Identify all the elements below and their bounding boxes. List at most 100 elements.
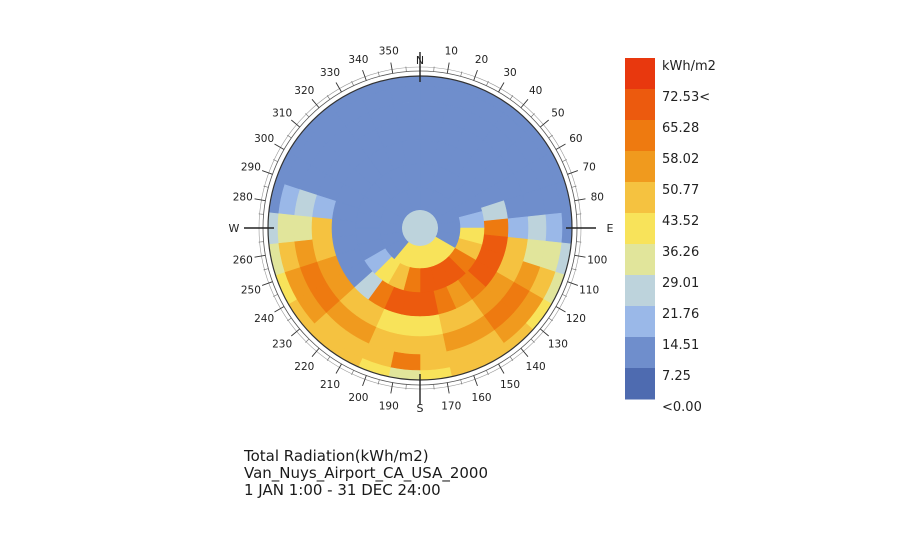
azimuth-tick xyxy=(520,99,529,109)
azimuth-label: 340 xyxy=(348,54,368,66)
minor-tick xyxy=(305,113,310,118)
azimuth-label: 220 xyxy=(294,361,314,373)
minor-tick xyxy=(509,356,514,361)
minor-tick xyxy=(509,95,514,100)
azimuth-label: 290 xyxy=(241,161,261,173)
azimuth-tick xyxy=(362,69,367,81)
azimuth-label: 150 xyxy=(500,379,520,391)
legend: kWh/m2 72.53< 65.28 58.02 50.77 43.52 36.26 29.… xyxy=(625,58,716,415)
azimuth-label: 80 xyxy=(591,192,604,204)
minor-tick xyxy=(460,379,463,385)
minor-tick xyxy=(530,338,535,343)
minor-tick xyxy=(460,71,463,77)
minor-tick xyxy=(326,356,331,361)
azimuth-label: 130 xyxy=(548,339,568,351)
azimuth-tick xyxy=(520,347,529,357)
azimuth-label: 200 xyxy=(348,392,368,404)
azimuth-tick xyxy=(335,363,342,374)
compass-ticks xyxy=(244,52,596,404)
minor-tick xyxy=(263,185,269,188)
minor-tick xyxy=(263,268,269,271)
chart-location: Van_Nuys_Airport_CA_USA_2000 xyxy=(244,464,489,482)
legend-label: 36.26 xyxy=(662,245,699,260)
azimuth-label: 280 xyxy=(233,192,253,204)
azimuth-label: 250 xyxy=(241,285,261,297)
chart-period: 1 JAN 1:00 - 31 DEC 24:00 xyxy=(244,481,441,499)
azimuth-tick xyxy=(574,198,586,202)
legend-swatch xyxy=(625,213,655,245)
minor-tick xyxy=(562,294,567,297)
azimuth-tick xyxy=(539,328,549,337)
azimuth-tick xyxy=(311,99,320,109)
minor-tick xyxy=(351,370,354,375)
sky-patch xyxy=(311,216,333,240)
azimuth-label: 70 xyxy=(582,161,595,173)
sky-patch xyxy=(397,119,421,143)
minor-tick xyxy=(351,81,354,86)
azimuth-tick xyxy=(311,347,320,357)
azimuth-label: 160 xyxy=(472,392,492,404)
azimuth-tick xyxy=(291,328,301,337)
minor-tick xyxy=(486,81,489,86)
legend-label: 21.76 xyxy=(662,307,699,322)
azimuth-tick xyxy=(574,254,586,258)
azimuth-tick xyxy=(335,82,342,93)
azimuth-tick xyxy=(498,82,505,93)
azimuth-tick xyxy=(446,62,450,74)
azimuth-tick xyxy=(567,170,579,175)
azimuth-tick xyxy=(446,382,450,394)
azimuth-label: 230 xyxy=(272,339,292,351)
minor-tick xyxy=(571,185,577,188)
sky-patches xyxy=(267,75,573,381)
minor-tick xyxy=(273,159,278,162)
sky-patch xyxy=(483,218,509,238)
legend-swatch xyxy=(625,275,655,307)
sky-patch xyxy=(419,313,443,337)
azimuth-label: 40 xyxy=(529,85,542,97)
azimuth-tick xyxy=(362,375,367,387)
minor-tick xyxy=(273,294,278,297)
azimuth-label: 170 xyxy=(441,400,461,412)
sky-patch xyxy=(419,101,447,123)
azimuth-tick xyxy=(274,143,285,150)
azimuth-label: 350 xyxy=(379,46,399,58)
azimuth-label: 100 xyxy=(587,254,607,266)
sky-patch xyxy=(507,216,529,240)
cardinal-label-N: N xyxy=(416,54,424,67)
azimuth-tick xyxy=(261,170,273,175)
azimuth-tick xyxy=(390,382,394,394)
azimuth-label: 30 xyxy=(503,67,516,79)
legend-swatch xyxy=(625,244,655,276)
cardinal-label-E: E xyxy=(607,222,614,235)
minor-tick xyxy=(287,317,292,322)
minor-tick xyxy=(326,95,331,100)
legend-swatch xyxy=(625,58,655,90)
azimuth-tick xyxy=(498,363,505,374)
legend-label: 50.77 xyxy=(662,183,699,198)
legend-swatch xyxy=(625,306,655,338)
azimuth-label: 260 xyxy=(233,254,253,266)
sky-patch-zenith xyxy=(402,210,438,246)
azimuth-tick xyxy=(261,281,273,286)
legend-swatch xyxy=(625,89,655,121)
chart-title: Total Radiation(kWh/m2) xyxy=(244,447,429,465)
minor-tick xyxy=(377,71,380,77)
azimuth-label: 10 xyxy=(445,46,458,58)
minor-tick xyxy=(305,338,310,343)
legend-swatch xyxy=(625,120,655,152)
azimuth-label: 210 xyxy=(320,379,340,391)
azimuth-label: 310 xyxy=(272,107,292,119)
minor-tick xyxy=(530,113,535,118)
azimuth-tick xyxy=(274,306,285,313)
azimuth-tick xyxy=(555,306,566,313)
minor-tick xyxy=(287,134,292,139)
legend-label: 29.01 xyxy=(662,276,699,291)
legend-label: 14.51 xyxy=(662,338,699,353)
minor-tick xyxy=(562,159,567,162)
legend-swatch xyxy=(625,182,655,214)
azimuth-label: 140 xyxy=(526,361,546,373)
sky-patch xyxy=(393,333,421,355)
azimuth-tick xyxy=(390,62,394,74)
azimuth-tick xyxy=(254,198,266,202)
